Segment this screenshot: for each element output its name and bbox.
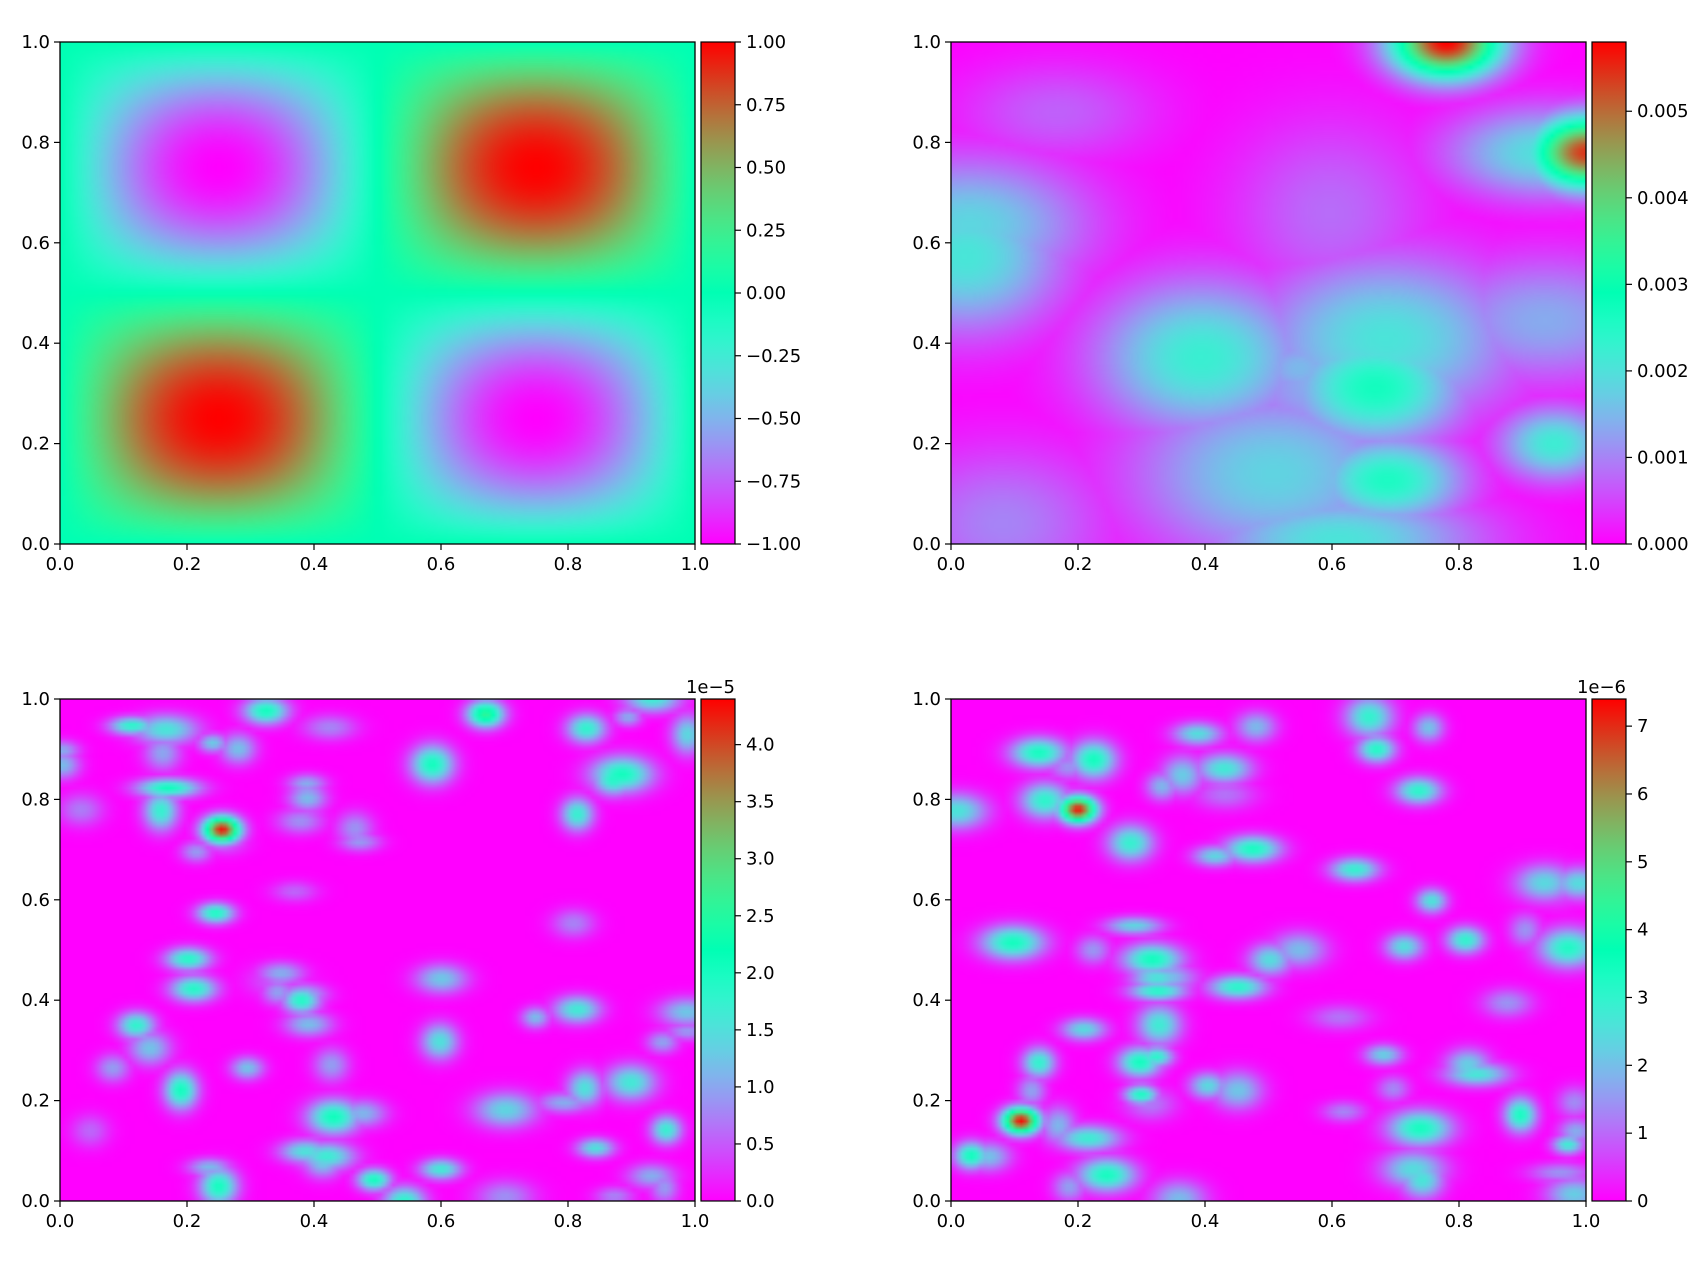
heatmap-image (951, 699, 1586, 1201)
colorbar-tick-label: 1.00 (746, 32, 786, 53)
x-tick-label: 0.4 (300, 1211, 329, 1232)
x-tick-label: 0.4 (1191, 554, 1220, 575)
x-tick-label: 0.0 (46, 554, 75, 575)
colorbar-tick-label: 0.50 (746, 158, 786, 179)
heatmap-panel-4: 0.0 0.2 0.4 0.6 0.8 1.0 0.0 0.2 0.4 0.6 0.8 1.0 0 1 2 3… (912, 677, 1648, 1232)
y-tick-label: 0.8 (912, 132, 941, 153)
colorbar-tick-label: 2.5 (746, 906, 775, 927)
y-tick-label: 0.4 (912, 990, 941, 1011)
y-tick-label: 0.2 (21, 1091, 50, 1112)
x-tick-label: 0.2 (1064, 554, 1093, 575)
y-tick-label: 1.0 (912, 32, 941, 53)
colorbar-offset-label: 1e−5 (686, 677, 735, 698)
heatmap-panel-3: 0.0 0.2 0.4 0.6 0.8 1.0 0.0 0.2 0.4 0.6 0.8 1.0 0.0 0… (21, 677, 774, 1232)
y-tick-label: 0.8 (21, 132, 50, 153)
y-tick-label: 0.2 (912, 1091, 941, 1112)
colorbar-tick-label: 3.5 (746, 792, 775, 813)
colorbar (1591, 41, 1627, 545)
x-tick-label: 0.4 (300, 554, 329, 575)
colorbar-tick-label: 3 (1637, 987, 1648, 1008)
colorbar-tick-label: 1.0 (746, 1077, 775, 1098)
x-tick-label: 0.4 (1191, 1211, 1220, 1232)
y-tick-label: 1.0 (21, 32, 50, 53)
colorbar-tick-label: 5 (1637, 852, 1648, 873)
x-tick-label: 0.8 (1445, 1211, 1474, 1232)
y-tick-label: 0.4 (912, 333, 941, 354)
y-tick-label: 1.0 (912, 689, 941, 710)
colorbar-tick-label: 2 (1637, 1055, 1648, 1076)
x-tick-label: 1.0 (1572, 1211, 1601, 1232)
y-tick-label: 0.8 (912, 789, 941, 810)
x-tick-label: 0.8 (554, 554, 583, 575)
heatmap-panel-1: 0.0 0.2 0.4 0.6 0.8 1.0 0.0 0.2 0.4 0.6 0.8 1.0 −1.0… (21, 32, 801, 575)
colorbar-tick-label: 4 (1637, 920, 1648, 941)
colorbar (1591, 698, 1627, 1202)
colorbar (700, 41, 736, 545)
colorbar-tick-label: 0 (1637, 1191, 1648, 1212)
colorbar-tick-label: 7 (1637, 716, 1648, 737)
x-tick-label: 1.0 (681, 1211, 710, 1232)
y-tick-label: 0.6 (912, 233, 941, 254)
colorbar-tick-label: 0.000 (1637, 534, 1689, 555)
x-tick-label: 0.2 (1064, 1211, 1093, 1232)
x-tick-label: 0.6 (1318, 554, 1347, 575)
x-tick-label: 0.6 (427, 1211, 456, 1232)
x-tick-label: 0.0 (937, 554, 966, 575)
colorbar-tick-label: 1.5 (746, 1020, 775, 1041)
colorbar-tick-label: 4.0 (746, 735, 775, 756)
x-tick-label: 0.2 (173, 554, 202, 575)
colorbar-tick-label: 0.003 (1637, 274, 1689, 295)
colorbar (700, 698, 736, 1202)
colorbar-tick-label: 0.002 (1637, 361, 1689, 382)
colorbar-tick-label: −0.75 (746, 471, 801, 492)
colorbar-tick-label: −1.00 (746, 534, 801, 555)
colorbar-tick-label: 0.00 (746, 283, 786, 304)
heatmap-image (60, 42, 695, 544)
y-tick-label: 0.6 (21, 233, 50, 254)
y-tick-label: 0.6 (912, 890, 941, 911)
y-tick-label: 0.4 (21, 333, 50, 354)
x-tick-label: 1.0 (681, 554, 710, 575)
y-tick-label: 0.8 (21, 789, 50, 810)
colorbar-tick-label: 1 (1637, 1123, 1648, 1144)
colorbar-tick-label: 3.0 (746, 849, 775, 870)
axes-frame (950, 698, 1587, 1202)
colorbar-tick-label: −0.50 (746, 409, 801, 430)
y-tick-label: 0.0 (21, 1191, 50, 1212)
colorbar-tick-label: 2.0 (746, 963, 775, 984)
x-tick-label: 0.6 (427, 554, 456, 575)
x-tick-label: 0.0 (46, 1211, 75, 1232)
axes-frame (59, 698, 696, 1202)
colorbar-tick-label: 0.004 (1637, 188, 1689, 209)
y-tick-label: 0.0 (912, 1191, 941, 1212)
x-tick-label: 0.0 (937, 1211, 966, 1232)
colorbar-tick-label: 0.005 (1637, 101, 1689, 122)
heatmap-image (60, 699, 695, 1201)
x-tick-label: 0.6 (1318, 1211, 1347, 1232)
x-tick-label: 1.0 (1572, 554, 1601, 575)
colorbar-offset-label: 1e−6 (1577, 677, 1626, 698)
colorbar-tick-label: 0.0 (746, 1191, 775, 1212)
x-tick-label: 0.2 (173, 1211, 202, 1232)
colorbar-tick-label: 0.5 (746, 1134, 775, 1155)
colorbar-tick-label: 0.25 (746, 220, 786, 241)
colorbar-tick-label: −0.25 (746, 346, 801, 367)
colorbar-tick-label: 6 (1637, 784, 1648, 805)
y-tick-label: 0.2 (912, 434, 941, 455)
x-tick-label: 0.8 (1445, 554, 1474, 575)
colorbar-tick-label: 0.75 (746, 95, 786, 116)
y-tick-label: 0.2 (21, 434, 50, 455)
y-tick-label: 0.0 (21, 534, 50, 555)
heatmap-panel-2: 0.0 0.2 0.4 0.6 0.8 1.0 0.0 0.2 0.4 0.6 0.8 1.0 0.00… (912, 32, 1688, 575)
y-tick-label: 0.0 (912, 534, 941, 555)
y-tick-label: 1.0 (21, 689, 50, 710)
x-tick-label: 0.8 (554, 1211, 583, 1232)
y-tick-label: 0.6 (21, 890, 50, 911)
axes-frame (59, 41, 696, 545)
y-tick-label: 0.4 (21, 990, 50, 1011)
colorbar-tick-label: 0.001 (1637, 447, 1689, 468)
axes-frame (950, 41, 1587, 545)
heatmap-image (951, 42, 1586, 544)
